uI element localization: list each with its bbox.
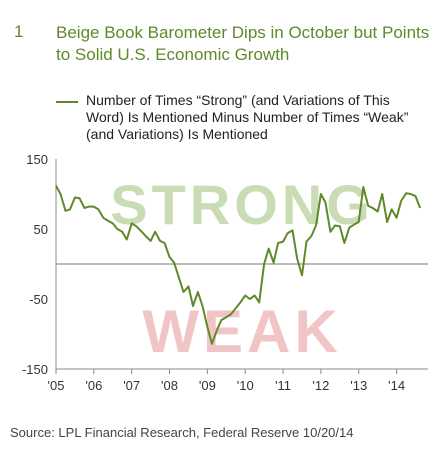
x-tick-label: '06 bbox=[85, 378, 102, 393]
x-tick-label: '09 bbox=[199, 378, 216, 393]
legend-label: Number of Times “Strong” (and Variations… bbox=[86, 92, 409, 142]
x-tick-label: '13 bbox=[350, 378, 367, 393]
y-tick-label: 50 bbox=[34, 222, 48, 237]
x-ticks: '05 '06 '07 '08 '09 '10 '11 '12 '13 '14 bbox=[48, 369, 405, 393]
figure-number: 1 bbox=[14, 22, 24, 41]
x-tick-label: '10 bbox=[237, 378, 254, 393]
y-tick-label: -150 bbox=[22, 362, 48, 377]
x-tick-label: '07 bbox=[123, 378, 140, 393]
x-tick-label: '05 bbox=[48, 378, 65, 393]
x-tick-label: '12 bbox=[312, 378, 329, 393]
legend-swatch bbox=[56, 101, 78, 103]
chart-title: Beige Book Barometer Dips in October but… bbox=[56, 23, 430, 64]
x-tick-label: '08 bbox=[161, 378, 178, 393]
x-tick-label: '11 bbox=[275, 378, 291, 393]
source-note: Source: LPL Financial Research, Federal … bbox=[10, 425, 354, 440]
weak-watermark: WEAK bbox=[142, 298, 341, 365]
y-ticks: 150 50 -50 -150 bbox=[22, 152, 48, 377]
x-tick-label: '14 bbox=[388, 378, 405, 393]
y-tick-label: -50 bbox=[29, 292, 48, 307]
series-line bbox=[55, 185, 422, 345]
y-tick-label: 150 bbox=[26, 152, 48, 167]
